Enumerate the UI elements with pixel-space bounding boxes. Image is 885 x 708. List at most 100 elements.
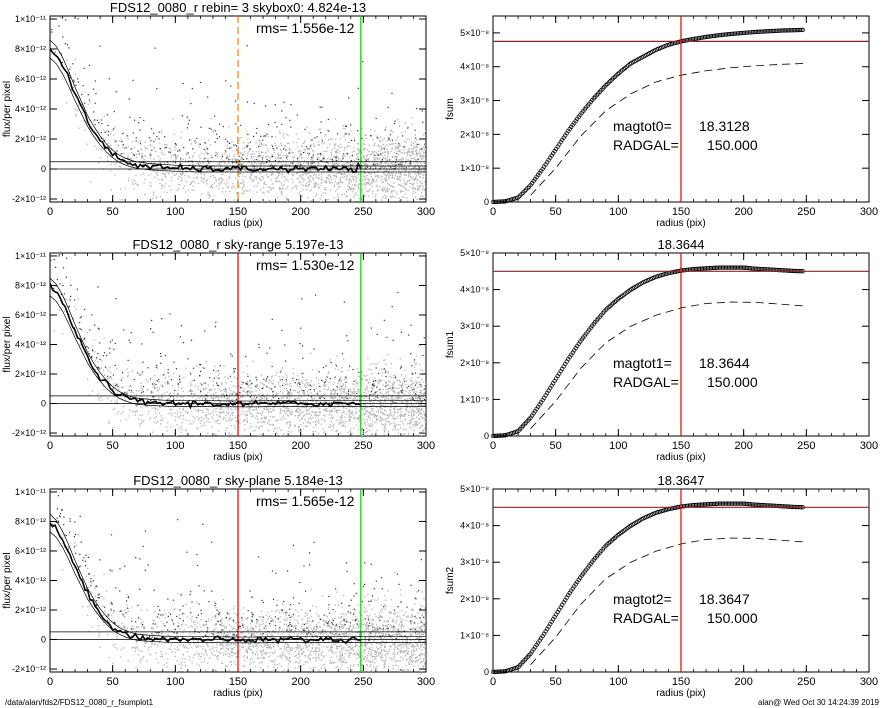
fsum1-annot-radgal-value: 150.000 bbox=[707, 374, 758, 390]
profile2-ytick-label: 6×10⁻¹² bbox=[15, 546, 46, 556]
profile2-ytick-label: 2×10⁻¹² bbox=[15, 605, 46, 615]
fsum2-dashed-curve bbox=[530, 537, 807, 665]
fsum1-growth-curve bbox=[490, 265, 805, 439]
fsum1-xtick-label: 50 bbox=[550, 440, 562, 452]
profile2-rms-label: rms= 1.565e-12 bbox=[256, 493, 355, 509]
fsum1-ylabel: fsum1 bbox=[445, 330, 456, 358]
fsum0-xtick-label: 250 bbox=[797, 206, 815, 218]
fsum2-ytick-label: 1×10⁻⁸ bbox=[460, 630, 489, 640]
fsum0-xtick-label: 50 bbox=[550, 206, 562, 218]
fsum2-ytick-label: 3×10⁻⁸ bbox=[460, 557, 489, 567]
profile1-ytick-label: 0 bbox=[41, 399, 46, 409]
fsum0-xtick-label: 300 bbox=[860, 206, 878, 218]
profile2-ylabel: flux/per pixel bbox=[2, 552, 13, 608]
fsum1-xtick-label: 200 bbox=[734, 440, 752, 452]
fsum0-ytick-label: 4×10⁻⁸ bbox=[460, 62, 489, 72]
fsum0-ytick-label: 5×10⁻⁸ bbox=[460, 28, 489, 38]
profile0-xtick-label: 150 bbox=[229, 206, 247, 218]
profile0-ytick-label: 4×10⁻¹² bbox=[15, 104, 46, 114]
fsum2-title: 18.3647 bbox=[658, 473, 705, 488]
fsum1-axes: 0 50 100 150 200 250 300 0 1×10⁻⁸ 2×10⁻⁸ 3×10⁻⁸ 4×1… bbox=[445, 237, 878, 463]
fsum0-ytick-label: 2×10⁻⁸ bbox=[460, 129, 489, 139]
profile1-ytick-label: 1×10⁻¹¹ bbox=[15, 251, 46, 261]
fsum2-xlabel: radius (pix) bbox=[656, 688, 705, 699]
fsum0-xlabel: radius (pix) bbox=[656, 218, 705, 229]
fsum2-ytick-label: 2×10⁻⁸ bbox=[460, 594, 489, 604]
fsum2-ytick-label: 4×10⁻⁸ bbox=[460, 521, 489, 531]
profile1-plot-area bbox=[50, 253, 426, 436]
profile1-xtick-label: 150 bbox=[229, 440, 247, 452]
fsum1-xtick-label: 300 bbox=[860, 440, 878, 452]
fsum0-annot-mag-value: 18.3128 bbox=[699, 118, 750, 134]
profile2-xtick-label: 250 bbox=[354, 676, 372, 688]
fsum2-growth-curve bbox=[490, 501, 805, 675]
profile0-envelope-lower bbox=[50, 57, 426, 173]
profile0-ytick-label: 0 bbox=[41, 164, 46, 174]
fsum1-ytick-label: 1×10⁻⁸ bbox=[460, 394, 489, 404]
fsum2-plot-area bbox=[490, 489, 869, 675]
fsum2-annot-mag-value: 18.3647 bbox=[699, 591, 750, 607]
fsum1-xlabel: radius (pix) bbox=[656, 452, 705, 463]
profile2-xtick-label: 150 bbox=[229, 676, 247, 688]
profile2-ytick-label: -2×10⁻¹² bbox=[12, 664, 46, 674]
profile2-ytick-label: 1×10⁻¹¹ bbox=[15, 487, 46, 497]
fsum0-xtick-label: 100 bbox=[609, 206, 627, 218]
profile1-axes: 0 50 100 150 200 250 300-2×10⁻¹²02×10⁻¹²4×10⁻¹… bbox=[2, 237, 435, 463]
profile0-rms-label: rms= 1.556e-12 bbox=[256, 20, 355, 36]
fsum2-ylabel: fsum2 bbox=[445, 566, 456, 594]
fsum1-xtick-label: 100 bbox=[609, 440, 627, 452]
fsum1-annot-mag-value: 18.3644 bbox=[699, 355, 750, 371]
profile2-xtick-label: 50 bbox=[107, 676, 119, 688]
profile0-xtick-label: 250 bbox=[354, 206, 372, 218]
profile1-ytick-label: -2×10⁻¹² bbox=[12, 428, 46, 438]
fsum2-xtick-label: 150 bbox=[672, 676, 690, 688]
fsum1-ytick-label: 4×10⁻⁸ bbox=[460, 285, 489, 295]
profile1-scatter-gray bbox=[52, 288, 426, 436]
profile2-envelope-upper bbox=[50, 513, 426, 638]
fsum0-ytick-label: 0 bbox=[484, 197, 489, 207]
fsum1-xtick-label: 150 bbox=[672, 440, 690, 452]
fsum1-ytick-label: 0 bbox=[484, 431, 489, 441]
fsum0-ylabel: fsum bbox=[445, 98, 456, 120]
fsum2-annot-radgal-value: 150.000 bbox=[707, 610, 758, 626]
profile0-xtick-label: 300 bbox=[417, 206, 435, 218]
profile1-title: FDS12_0080_r sky-range 5.197e-13 bbox=[132, 237, 343, 252]
profile0-ytick-label: 2×10⁻¹² bbox=[15, 134, 46, 144]
profile1-ytick-label: 8×10⁻¹² bbox=[15, 280, 46, 290]
profile0-xtick-label: 0 bbox=[47, 206, 53, 218]
fsum2-xtick-label: 200 bbox=[734, 676, 752, 688]
profile1-ylabel: flux/per pixel bbox=[2, 316, 13, 372]
fsum0-annot-radgal-value: 150.000 bbox=[707, 137, 758, 153]
profile2-xlabel: radius (pix) bbox=[213, 688, 262, 699]
profile1-xtick-label: 50 bbox=[107, 440, 119, 452]
profile1-scatter-dark bbox=[50, 253, 426, 405]
footer-timestamp: alan@ Wed Oct 30 14:24:39 2019 bbox=[758, 698, 879, 707]
profile2-xtick-label: 200 bbox=[291, 676, 309, 688]
profile1-ytick-label: 6×10⁻¹² bbox=[15, 310, 46, 320]
fsum1-ytick-label: 3×10⁻⁸ bbox=[460, 321, 489, 331]
profile1-xtick-label: 300 bbox=[417, 440, 435, 452]
fsum2-xtick-label: 300 bbox=[860, 676, 878, 688]
profile2-scatter-gray bbox=[52, 524, 426, 672]
profile2-xtick-label: 0 bbox=[47, 676, 53, 688]
profile1-envelope-lower bbox=[50, 295, 426, 408]
profile2-axes: 0 50 100 150 200 250 300-2×10⁻¹²02×10⁻¹²4×10⁻¹… bbox=[2, 473, 435, 699]
profile1-xlabel: radius (pix) bbox=[213, 452, 262, 463]
profile1-xtick-label: 250 bbox=[354, 440, 372, 452]
fsum1-title: 18.3644 bbox=[658, 237, 705, 252]
fsum1-dashed-curve bbox=[530, 301, 807, 429]
profile2-xtick-label: 300 bbox=[417, 676, 435, 688]
fsum1-xtick-label: 0 bbox=[490, 440, 496, 452]
fsum2-xtick-label: 0 bbox=[490, 676, 496, 688]
profile0-envelope-upper bbox=[50, 39, 426, 167]
profile0-ytick-label: 8×10⁻¹² bbox=[15, 44, 46, 54]
profile0-xtick-label: 100 bbox=[166, 206, 184, 218]
profile0-title: FDS12_0080_r rebin= 3 skybox0: 4.824e-13 bbox=[110, 0, 366, 15]
profile1-xtick-label: 200 bbox=[291, 440, 309, 452]
profile2-xtick-label: 100 bbox=[166, 676, 184, 688]
profile2-ytick-label: 4×10⁻¹² bbox=[15, 576, 46, 586]
fsum2-annot-mag-label: magtot2= bbox=[613, 591, 672, 607]
profile0-profile-line bbox=[50, 48, 362, 174]
profile0-axes: 0 50 100 150 200 250 300-2×10⁻¹²02×10⁻¹²4×10⁻¹… bbox=[2, 0, 435, 229]
